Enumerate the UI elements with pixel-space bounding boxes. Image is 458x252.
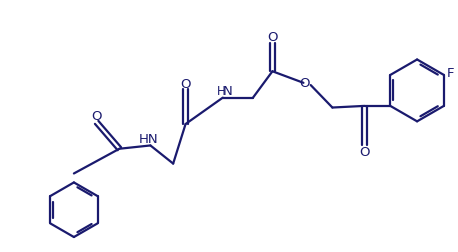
Text: O: O [91, 110, 101, 123]
Text: O: O [180, 77, 191, 90]
Text: H: H [217, 85, 225, 98]
Text: F: F [447, 67, 454, 80]
Text: HN: HN [139, 133, 158, 146]
Text: N: N [223, 85, 232, 98]
Text: O: O [267, 31, 278, 44]
Text: O: O [300, 77, 310, 90]
Text: O: O [360, 146, 370, 159]
